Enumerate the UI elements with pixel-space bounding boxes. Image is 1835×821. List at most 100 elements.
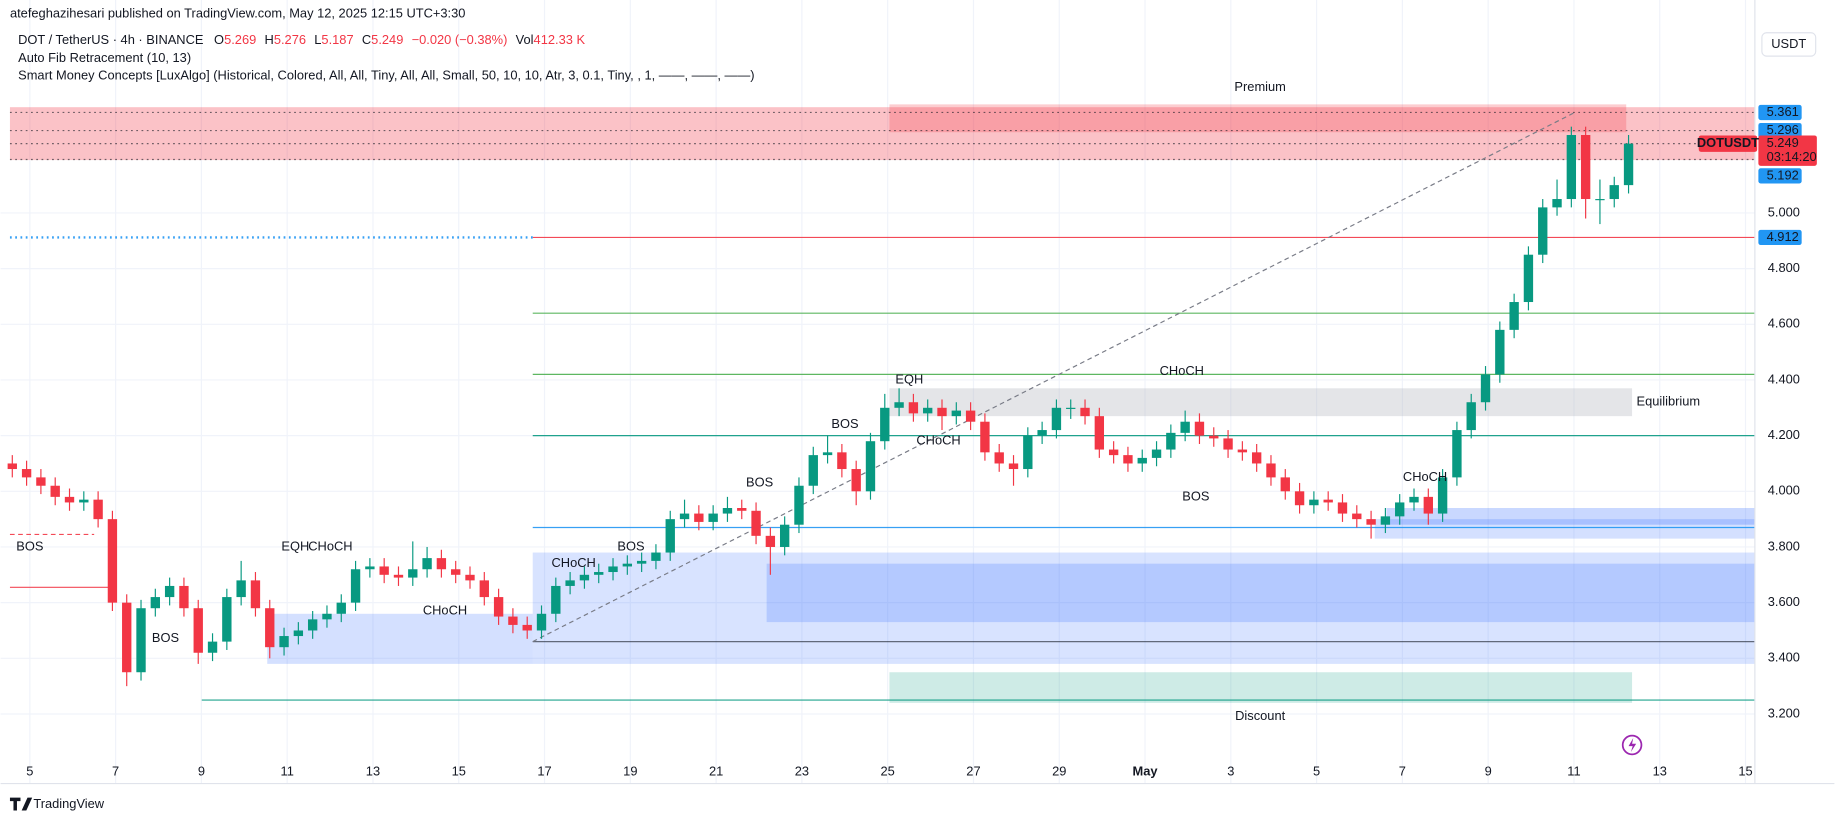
- candle-body: [551, 585, 561, 614]
- symbol-label: DOTUSDT: [1697, 135, 1759, 150]
- candle-body: [265, 608, 275, 648]
- candles: [7, 126, 1634, 687]
- currency[interactable]: USDT: [1771, 36, 1806, 51]
- candle-body: [1166, 432, 1176, 450]
- annotation: BOS: [1182, 488, 1209, 503]
- volume-name: Vol: [516, 32, 534, 47]
- candle-body: [107, 519, 118, 603]
- candle-body: [379, 566, 389, 575]
- alert-icon[interactable]: [1621, 734, 1643, 756]
- candle-body: [608, 566, 618, 573]
- candle-body: [808, 455, 818, 486]
- candle-body: [1294, 491, 1305, 506]
- candle-body: [50, 485, 60, 497]
- candle-body: [1066, 407, 1076, 409]
- candle-body: [207, 641, 218, 653]
- x-tick-label: 13: [1653, 763, 1667, 778]
- last-price-box: [1758, 135, 1817, 166]
- symbol-box: [1698, 135, 1758, 152]
- x-tick-label: 21: [709, 763, 723, 778]
- grid: [0, 0, 1755, 784]
- candle-body: [1566, 135, 1577, 200]
- candle-body: [822, 452, 833, 456]
- y-tick-label: 3.600: [1768, 594, 1800, 609]
- candle-body: [1552, 199, 1562, 208]
- y-tick-label: 3.400: [1768, 650, 1800, 665]
- price-label: 5.361: [1767, 104, 1799, 119]
- candle-body: [36, 477, 46, 486]
- candle-body: [1137, 457, 1147, 464]
- x-tick-label: 25: [881, 763, 895, 778]
- candle-body: [1337, 502, 1348, 514]
- price-label-box: [1758, 104, 1802, 121]
- candle-body: [164, 585, 175, 598]
- x-tick-label: 29: [1052, 763, 1066, 778]
- candle-body: [837, 452, 847, 470]
- candle-body: [408, 569, 418, 578]
- candle-body: [708, 513, 718, 522]
- candle-body: [779, 524, 790, 547]
- zones: [9, 104, 1755, 703]
- candle-body: [1509, 302, 1519, 330]
- annotation: BOS: [831, 416, 858, 431]
- zone: [1386, 508, 1755, 525]
- candle-body: [1452, 430, 1462, 478]
- candle-body: [737, 508, 747, 511]
- candle-body: [1523, 254, 1534, 303]
- candle-body: [1309, 499, 1319, 506]
- candle-body: [322, 613, 332, 620]
- candle-body: [21, 469, 32, 478]
- candle-body: [1323, 499, 1333, 503]
- zone: [1374, 519, 1755, 539]
- levels: [9, 111, 1755, 701]
- candle-body: [1266, 463, 1276, 478]
- change: −0.020 (−0.38%): [412, 32, 508, 47]
- annotation: CHoCH: [1160, 363, 1204, 378]
- x-tick-label: 7: [112, 763, 119, 778]
- candle-body: [1595, 199, 1605, 201]
- annotation: BOS: [16, 538, 43, 553]
- annotation: Premium: [1234, 79, 1285, 94]
- candle-body: [451, 569, 461, 575]
- y-tick-label: 3.200: [1768, 705, 1800, 720]
- candle-body: [64, 496, 75, 503]
- price-label: 4.912: [1767, 229, 1799, 244]
- candle-body: [951, 410, 961, 417]
- x-tick-label: 13: [366, 763, 380, 778]
- annotation: EQH: [281, 538, 309, 553]
- x-tick-label: 17: [537, 763, 551, 778]
- candle-body: [1151, 449, 1162, 458]
- annotation: Equilibrium: [1637, 394, 1701, 409]
- candle-body: [937, 407, 947, 417]
- price-label-box: [1758, 122, 1802, 139]
- candle-body: [79, 499, 89, 503]
- zone: [532, 552, 1755, 664]
- candle-body: [1623, 143, 1634, 186]
- x-tick-label: 23: [795, 763, 809, 778]
- candle-body: [1237, 449, 1248, 453]
- candle-body: [279, 636, 289, 648]
- logo: [9, 797, 33, 811]
- candle-body: [1180, 421, 1190, 433]
- candle-body: [479, 580, 489, 598]
- candle-body: [436, 558, 447, 570]
- candle-body: [222, 597, 232, 642]
- annotation: CHoCH: [552, 555, 596, 570]
- last-price: 5.249: [1767, 135, 1799, 150]
- candle-body: [1466, 402, 1476, 431]
- candle-body: [865, 441, 876, 492]
- ohlc-name: L: [314, 32, 321, 47]
- ohlc-value: 5.269: [224, 32, 256, 47]
- candle-body: [694, 513, 704, 522]
- currency-button[interactable]: [1761, 32, 1817, 57]
- alert-bolt: [1628, 737, 1637, 752]
- zone: [766, 563, 1755, 623]
- candle-body: [880, 407, 890, 442]
- ohlc-value: 5.276: [274, 32, 306, 47]
- candle-body: [594, 572, 604, 575]
- candle-body: [1495, 329, 1505, 375]
- candle-body: [1366, 519, 1376, 525]
- fib-trend-line: [532, 111, 1576, 643]
- candle-body: [679, 513, 690, 520]
